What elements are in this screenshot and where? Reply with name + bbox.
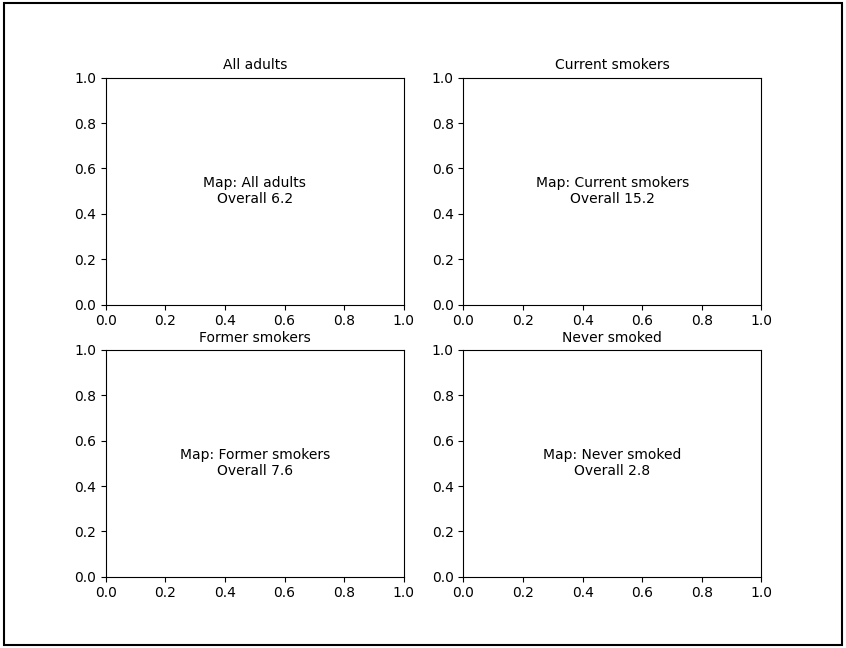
Text: Map: All adults
Overall 6.2: Map: All adults Overall 6.2 — [203, 176, 306, 206]
Title: Current smokers: Current smokers — [555, 58, 670, 73]
Title: All adults: All adults — [222, 58, 287, 73]
Title: Former smokers: Former smokers — [199, 330, 310, 345]
Title: Never smoked: Never smoked — [563, 330, 662, 345]
Text: Map: Current smokers
Overall 15.2: Map: Current smokers Overall 15.2 — [536, 176, 689, 206]
Text: Map: Never smoked
Overall 2.8: Map: Never smoked Overall 2.8 — [543, 448, 682, 478]
Text: Map: Former smokers
Overall 7.6: Map: Former smokers Overall 7.6 — [179, 448, 330, 478]
